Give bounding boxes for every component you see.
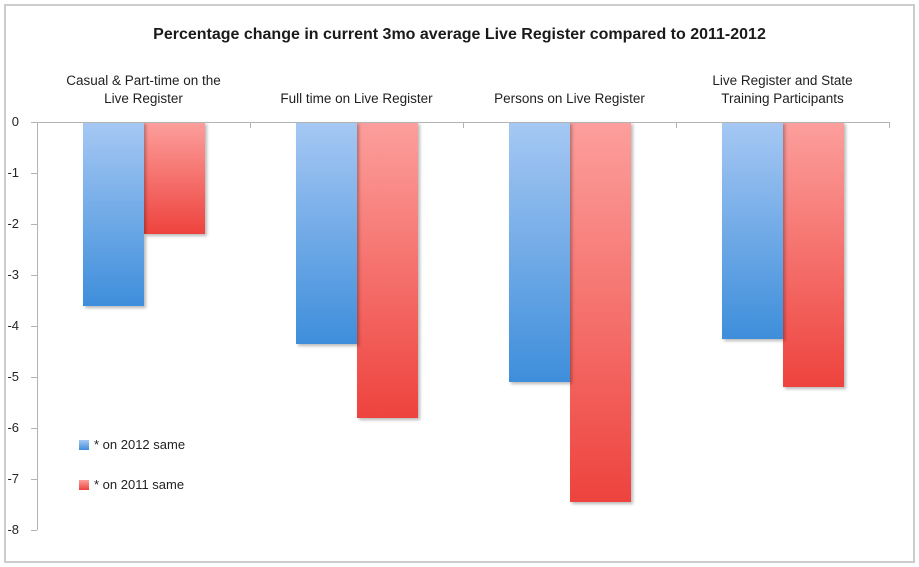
y-axis-tick bbox=[31, 122, 37, 123]
y-axis-label: -2 bbox=[7, 216, 19, 231]
x-axis-tick bbox=[37, 122, 38, 128]
legend-item-2012: * on 2012 same bbox=[79, 437, 185, 452]
x-axis-tick bbox=[676, 122, 677, 128]
legend-swatch-blue-icon bbox=[79, 439, 89, 450]
legend-swatch-red-icon bbox=[79, 479, 89, 490]
category-label: Persons on Live Register bbox=[494, 90, 645, 106]
category-label: Live Register and State Training Partici… bbox=[712, 73, 853, 106]
bar-series0-cat2 bbox=[508, 122, 570, 383]
y-axis-tick bbox=[31, 530, 37, 531]
y-axis-label: -8 bbox=[7, 522, 19, 537]
y-axis-label: -4 bbox=[7, 318, 19, 333]
bar-series0-cat1 bbox=[295, 122, 357, 344]
bar-series1-cat1 bbox=[356, 122, 418, 418]
y-axis-line bbox=[37, 122, 38, 530]
bar-series1-cat2 bbox=[569, 122, 631, 502]
y-axis-label: -6 bbox=[7, 420, 19, 435]
y-axis-tick bbox=[31, 173, 37, 174]
legend-item-2011: * on 2011 same bbox=[79, 477, 185, 492]
y-axis-tick bbox=[31, 224, 37, 225]
x-axis-tick bbox=[889, 122, 890, 128]
y-axis-tick bbox=[31, 275, 37, 276]
y-axis-label: -3 bbox=[7, 267, 19, 282]
x-axis-tick bbox=[463, 122, 464, 128]
y-axis-label: -1 bbox=[7, 165, 19, 180]
y-axis-tick bbox=[31, 479, 37, 480]
chart-title: Percentage change in current 3mo average… bbox=[153, 26, 766, 43]
legend-label-2011: * on 2011 same bbox=[94, 477, 185, 492]
x-axis-tick bbox=[250, 122, 251, 128]
chart-legend: * on 2012 same * on 2011 same bbox=[79, 437, 185, 517]
y-axis-tick bbox=[31, 428, 37, 429]
category-label: Full time on Live Register bbox=[280, 90, 433, 106]
bar-series0-cat3 bbox=[721, 122, 783, 339]
y-axis-tick bbox=[31, 377, 37, 378]
bar-series1-cat3 bbox=[782, 122, 844, 388]
bar-series1-cat0 bbox=[143, 122, 205, 235]
legend-label-2012: * on 2012 same bbox=[94, 437, 186, 452]
y-axis-label: 0 bbox=[11, 114, 19, 129]
y-axis-label: -7 bbox=[7, 471, 19, 486]
y-axis-tick bbox=[31, 326, 37, 327]
bar-series0-cat0 bbox=[82, 122, 144, 306]
y-axis-label: -5 bbox=[7, 369, 19, 384]
category-label: Casual & Part-time on the Live Register bbox=[66, 73, 221, 106]
